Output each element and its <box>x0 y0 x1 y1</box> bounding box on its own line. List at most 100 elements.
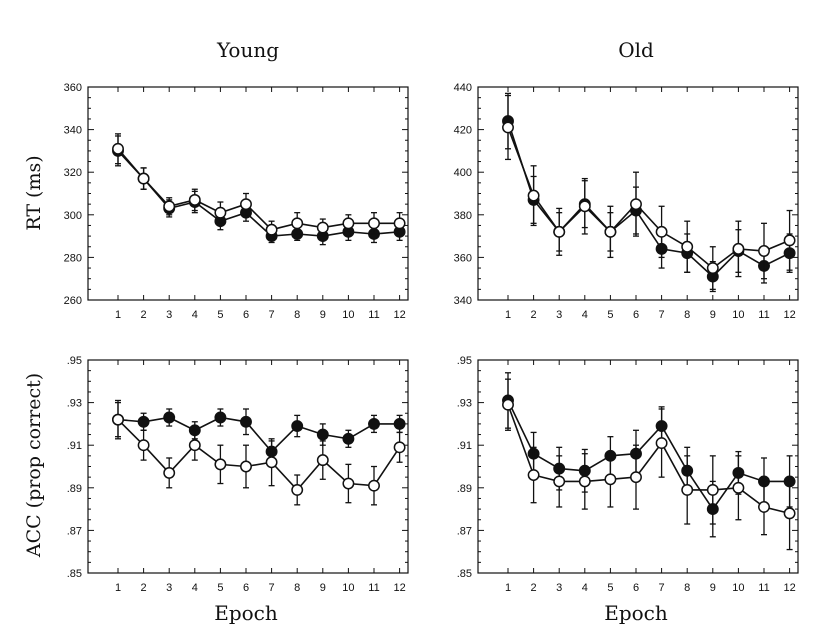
x-tick-label: 8 <box>684 309 690 321</box>
data-point-open <box>342 477 355 490</box>
data-point-filled <box>368 417 380 430</box>
y-tick-label: 360 <box>64 82 82 94</box>
data-point-open <box>655 437 668 450</box>
panel-young-acc: .85.87.89.91.93.951 2 3 4 5 6 7 8 9 10 11 12 <box>67 355 409 594</box>
series-line-open <box>117 419 401 492</box>
x-tick-label: 9 <box>710 309 716 321</box>
x-tick-label: 8 <box>294 582 300 594</box>
y-tick-label: 280 <box>64 252 82 264</box>
data-point-open <box>706 483 719 496</box>
series-open <box>112 399 406 506</box>
series-line-filled <box>507 120 790 278</box>
data-point-filled <box>137 415 150 428</box>
data-point-open <box>393 217 406 230</box>
data-point-open <box>163 466 176 479</box>
data-point-open <box>188 439 201 452</box>
data-point-open <box>214 458 227 471</box>
y-tick-label: .91 <box>67 440 82 452</box>
data-point-open <box>527 189 540 202</box>
series-line-open <box>507 404 790 515</box>
x-tick-label: 3 <box>556 309 562 321</box>
data-point-open <box>137 439 150 452</box>
x-tick-label: 2 <box>141 582 147 594</box>
y-tick-label: 300 <box>64 210 82 222</box>
series-filled <box>112 401 406 463</box>
plot-frame <box>477 86 799 301</box>
x-tick-label: 4 <box>192 309 198 321</box>
data-point-filled <box>240 415 252 428</box>
x-tick-label: 11 <box>758 309 769 321</box>
x-tick-label: 11 <box>758 582 769 594</box>
y-tick-label: .93 <box>457 398 472 410</box>
data-point-open <box>553 225 566 238</box>
data-point-open <box>630 198 642 211</box>
series-line-open <box>507 127 790 270</box>
data-point-open <box>502 398 514 411</box>
x-tick-label: 6 <box>243 309 249 321</box>
data-point-filled <box>342 432 355 445</box>
y-tick-label: .85 <box>67 568 82 580</box>
data-point-open <box>630 471 642 484</box>
series-open <box>502 378 796 551</box>
y-tick-label: .89 <box>457 483 472 495</box>
data-point-open <box>783 234 796 247</box>
x-tick-label: 12 <box>783 309 795 321</box>
x-tick-label: 11 <box>368 309 379 321</box>
data-point-open <box>393 441 406 454</box>
data-point-open <box>188 193 201 206</box>
data-point-open <box>368 479 380 492</box>
data-point-open <box>291 483 304 496</box>
data-point-open <box>163 200 176 213</box>
series-line-open <box>117 148 400 231</box>
y-tick-label: 360 <box>454 252 472 264</box>
x-tick-label: 9 <box>320 309 326 321</box>
x-axis-label-young: Epoch <box>214 601 278 625</box>
y-tick-label: 340 <box>64 125 82 137</box>
data-point-open <box>527 469 540 481</box>
y-tick-label: .95 <box>457 355 472 367</box>
x-tick-label: 8 <box>684 582 690 594</box>
x-tick-label: 1 <box>115 309 121 321</box>
data-point-open <box>240 198 252 211</box>
series-filled <box>502 92 796 293</box>
data-point-open <box>604 225 617 238</box>
row-label-acc: ACC (prop correct) <box>23 373 45 558</box>
x-tick-label: 4 <box>582 582 588 594</box>
x-tick-label: 5 <box>217 309 223 321</box>
series-open <box>502 94 796 291</box>
data-point-open <box>112 142 124 155</box>
x-tick-label: 5 <box>607 582 613 594</box>
y-tick-label: 380 <box>454 210 472 222</box>
x-tick-label: 10 <box>732 309 744 321</box>
series-filled <box>502 372 796 538</box>
data-point-open <box>732 242 745 255</box>
data-point-open <box>265 223 278 236</box>
data-point-open <box>240 460 252 473</box>
column-title-old: Old <box>618 38 654 62</box>
data-point-filled <box>214 411 227 424</box>
series-filled <box>112 135 406 246</box>
panel-old-acc: .85.87.89.91.93.951 2 3 4 5 6 7 8 9 10 11 12 <box>457 355 799 594</box>
y-tick-label: 340 <box>454 295 472 307</box>
data-point-open <box>214 206 227 219</box>
x-tick-label: 11 <box>368 582 379 594</box>
data-point-open <box>578 200 591 213</box>
data-point-open <box>112 413 124 426</box>
y-tick-label: 420 <box>454 125 472 137</box>
x-tick-label: 7 <box>659 309 665 321</box>
series-line-filled <box>117 416 400 453</box>
data-point-filled <box>163 411 176 424</box>
x-tick-label: 6 <box>243 582 249 594</box>
x-tick-label: 9 <box>320 582 326 594</box>
data-point-filled <box>393 417 406 430</box>
data-point-open <box>368 217 380 230</box>
x-tick-label: 2 <box>531 309 537 321</box>
y-tick-label: 260 <box>64 295 82 307</box>
y-tick-label: .91 <box>457 440 472 452</box>
data-point-open <box>681 240 694 253</box>
data-point-open <box>604 473 617 486</box>
y-tick-label: 320 <box>64 167 82 179</box>
x-tick-label: 8 <box>294 309 300 321</box>
